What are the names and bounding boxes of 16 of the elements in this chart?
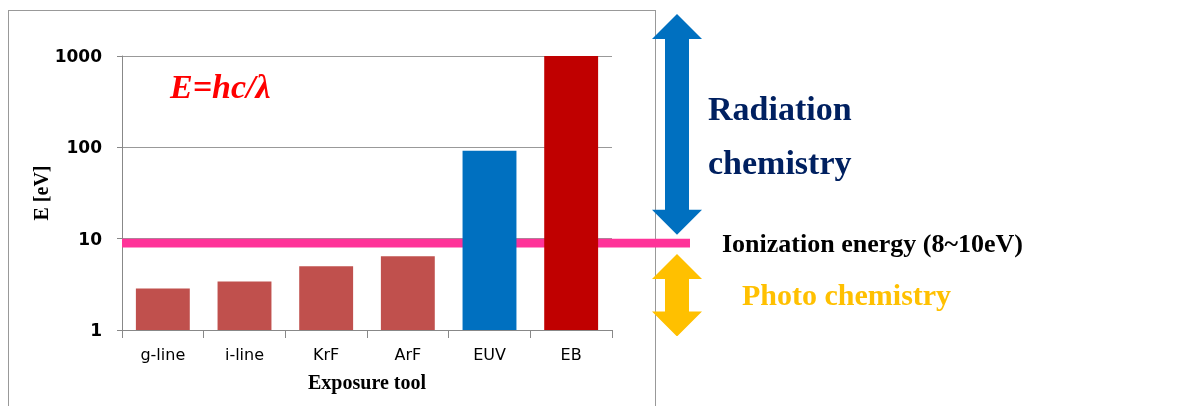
- y-tick-label: 10: [78, 228, 103, 249]
- x-axis-title: Exposure tool: [308, 371, 427, 394]
- y-tick-label: 100: [66, 137, 103, 158]
- band-label: Ionization energy (8~10eV): [722, 228, 1023, 258]
- x-tick-label: EUV: [473, 344, 506, 364]
- y-axis-title: E [eV]: [29, 165, 52, 221]
- y-tick-label: 1: [90, 320, 102, 340]
- y-tick-label: 1000: [54, 46, 103, 66]
- x-tick-label: EB: [560, 344, 582, 364]
- annotation: E=hc/λ: [170, 68, 271, 106]
- x-tick-label: g-line: [140, 344, 186, 364]
- x-tick-label: KrF: [313, 344, 340, 364]
- text: Radiation chemistry: [708, 89, 853, 183]
- x-tick-label: ArF: [394, 344, 422, 364]
- text: Photo chemistry: [742, 278, 952, 312]
- x-tick-label: i-line: [224, 344, 265, 364]
